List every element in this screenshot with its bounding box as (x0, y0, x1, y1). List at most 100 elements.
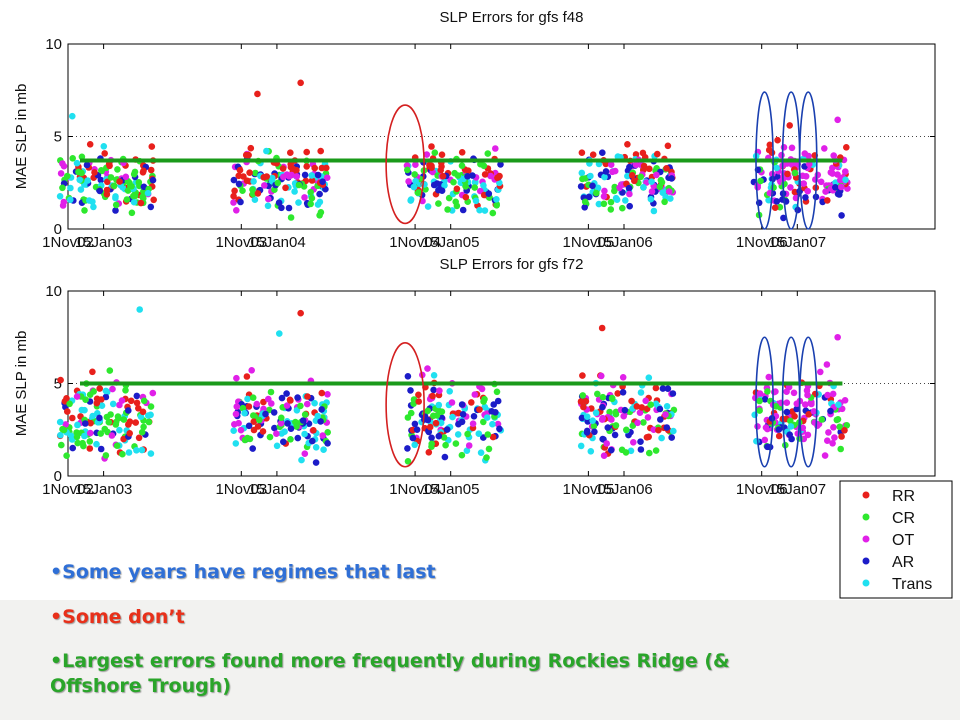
point-ar (621, 406, 629, 414)
point-cr (445, 194, 453, 202)
point-ar (464, 173, 471, 180)
point-ot (824, 437, 831, 445)
point-ot (762, 424, 770, 431)
bullet-some-dont: •Some don’t (50, 606, 185, 628)
point-rr (133, 399, 141, 407)
point-trans (133, 447, 140, 454)
point-ot (87, 429, 94, 437)
scatter-points (56, 79, 851, 222)
point-cr (106, 367, 114, 374)
x-tick-label: 1Nov04 (389, 481, 441, 498)
point-trans (475, 430, 483, 438)
point-cr (436, 408, 444, 415)
point-rr (643, 434, 651, 441)
point-trans (424, 203, 432, 210)
point-rr (279, 165, 287, 172)
point-cr (69, 155, 76, 162)
y-axis-label: MAE SLP in mb (13, 84, 30, 190)
point-trans (667, 195, 674, 202)
point-cr (606, 408, 613, 416)
point-trans (145, 412, 152, 419)
point-rr (628, 172, 636, 179)
point-trans (787, 423, 795, 430)
point-ot (59, 160, 66, 167)
point-ar (428, 434, 435, 442)
point-cr (833, 416, 841, 424)
point-cr (122, 387, 129, 394)
point-ar (441, 453, 449, 461)
point-ot (273, 430, 280, 438)
point-trans (622, 197, 629, 204)
highlight-ellipse-1 (385, 341, 425, 468)
point-cr (493, 202, 501, 209)
point-trans (144, 189, 152, 197)
point-cr (267, 388, 275, 396)
point-cr (493, 388, 501, 396)
point-trans (496, 179, 503, 187)
point-cr (629, 422, 637, 430)
point-ar (470, 413, 478, 420)
x-tick-label: 1Nov02 (42, 481, 94, 498)
point-ar (577, 183, 585, 190)
point-rr (254, 190, 262, 197)
point-rr (132, 419, 139, 426)
point-ar (407, 387, 414, 394)
point-trans (84, 177, 91, 184)
point-cr (837, 445, 844, 453)
point-cr (618, 446, 626, 454)
point-ar (668, 434, 675, 441)
y-tick-label: 5 (54, 376, 62, 393)
point-trans (78, 406, 86, 414)
point-ar (294, 394, 301, 401)
point-rr (69, 414, 76, 422)
point-cr (295, 181, 303, 189)
point-cr (130, 170, 138, 178)
point-ar (838, 212, 845, 219)
point-ar (249, 445, 256, 452)
point-trans (98, 402, 106, 410)
point-rr (236, 166, 244, 174)
x-tick-label: 1Nov06 (736, 481, 788, 498)
point-rr (254, 90, 261, 98)
chart-panel-1: SLP Errors for gfs f48 0 5 10 MAE SLP in mb 1… (13, 9, 936, 251)
point-trans (765, 196, 772, 204)
point-ar (659, 385, 667, 392)
point-rr (631, 177, 638, 185)
point-rr (57, 376, 64, 384)
point-rr (135, 434, 143, 442)
point-ot (600, 193, 608, 200)
point-cr (138, 428, 146, 436)
point-ot (662, 411, 669, 418)
point-ot (665, 188, 673, 195)
point-cr (80, 442, 87, 450)
point-trans (658, 434, 665, 442)
point-ot (799, 172, 806, 180)
point-cr (301, 411, 309, 418)
point-cr (307, 188, 315, 196)
point-rr (468, 399, 475, 406)
point-trans (281, 428, 288, 436)
point-ar (409, 434, 417, 442)
point-rr (655, 426, 662, 434)
x-tick-label: 15Jan05 (422, 234, 480, 251)
point-cr (135, 179, 143, 186)
point-trans (476, 206, 483, 214)
point-rr (774, 136, 781, 144)
point-rr (489, 433, 497, 441)
point-ot (804, 431, 812, 439)
point-rr (633, 403, 641, 410)
point-ar (312, 459, 320, 466)
point-rr (247, 144, 255, 152)
point-ar (278, 394, 286, 402)
point-cr (128, 209, 136, 217)
point-trans (601, 173, 608, 181)
point-cr (308, 194, 316, 202)
point-ar (280, 438, 287, 446)
point-trans (437, 419, 445, 427)
point-cr (483, 454, 490, 461)
point-trans (835, 401, 842, 409)
point-ot (825, 429, 832, 436)
point-ot (601, 187, 608, 195)
point-trans (648, 178, 655, 185)
